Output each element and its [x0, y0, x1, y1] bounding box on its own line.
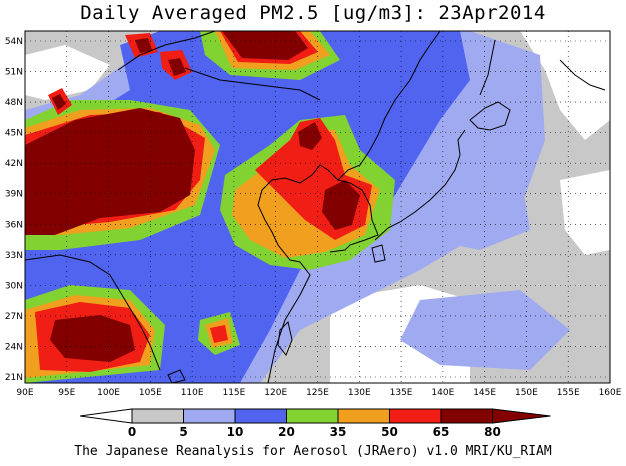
coastline-korea-north — [337, 31, 441, 181]
colorbar-segment — [131, 408, 184, 424]
white-zone-north — [520, 31, 610, 140]
darkred-patch-small-3 — [52, 94, 66, 110]
lat-label: 48N — [5, 98, 23, 108]
darkred-patch-small-2 — [168, 58, 186, 76]
lon-label: 120E — [264, 388, 287, 398]
footer-credit: The Japanese Reanalysis for Aerosol (JRA… — [74, 444, 552, 459]
lon-label: 145E — [473, 388, 496, 398]
colorbar-max-arrow — [492, 408, 551, 424]
coastlines — [25, 31, 606, 383]
lat-label: 45N — [5, 129, 23, 139]
colorbar-label: 65 — [433, 425, 450, 439]
lat-label: 51N — [5, 68, 23, 78]
lon-label: 90E — [16, 388, 33, 398]
darkred-zone-bohai — [298, 122, 322, 150]
coastline-japan-hokkaido — [469, 101, 511, 131]
lon-label: 150E — [515, 388, 538, 398]
colorbar-label: 20 — [278, 425, 295, 439]
darkred-zone-north — [222, 31, 308, 60]
colorbar-segment — [389, 408, 442, 424]
lat-label: 24N — [5, 342, 23, 352]
colorbar-label: 35 — [330, 425, 347, 439]
light-blue-patch-se — [400, 290, 570, 370]
longitude-labels: 90E 95E 100E 105E 110E 115E 120E 125E 130E 135E 14… — [16, 388, 621, 398]
colorbar-segment — [337, 408, 390, 424]
concentration-field — [25, 31, 610, 383]
lon-label: 105E — [139, 388, 162, 398]
white-zone-east — [560, 170, 610, 255]
border-southwest — [25, 254, 161, 371]
lat-label: 33N — [5, 251, 23, 261]
lon-label: 100E — [97, 388, 120, 398]
lon-label: 135E — [390, 388, 413, 398]
colorbar-label: 5 — [179, 425, 187, 439]
lat-label: 36N — [5, 220, 23, 230]
lon-label: 125E — [306, 388, 329, 398]
colorbar: 0 5 10 20 35 50 65 80 — [79, 408, 551, 439]
map-title: Daily Averaged PM2.5 [ug/m3]: 23Apr2014 — [80, 2, 546, 24]
darkred-zone-west — [25, 108, 195, 235]
blue-patch-japan — [430, 170, 530, 250]
lon-label: 140E — [431, 388, 454, 398]
colorbar-segment — [286, 408, 339, 424]
map-frame — [24, 30, 611, 384]
darkred-patch-small-1 — [135, 38, 152, 53]
coastline-hainan — [167, 369, 186, 383]
coastline-taiwan — [277, 321, 293, 356]
lon-label: 160E — [599, 388, 622, 398]
colorbar-label: 0 — [128, 425, 136, 439]
colorbar-min-arrow — [79, 408, 133, 424]
lat-label: 27N — [5, 312, 23, 322]
border-mongolia — [117, 31, 321, 101]
colorbar-segment — [440, 408, 493, 424]
lat-label: 30N — [5, 281, 23, 291]
white-zone-west — [25, 45, 110, 100]
lon-label: 130E — [348, 388, 371, 398]
darkred-zone-south — [50, 315, 135, 362]
lon-label: 95E — [58, 388, 75, 398]
colorbar-segment — [183, 408, 236, 424]
coastline-kyushu — [371, 244, 386, 263]
darkred-zone-central — [322, 180, 360, 230]
lat-label: 21N — [5, 373, 23, 383]
colorbar-label: 50 — [381, 425, 398, 439]
red-patch-small — [210, 325, 228, 343]
latitude-labels: 54N 51N 48N 45N 42N 39N 36N 33N 30N 27N 24N 21N — [5, 37, 23, 383]
colorbar-segment — [234, 408, 287, 424]
lat-label: 42N — [5, 159, 23, 169]
coastline-far-east — [559, 59, 606, 91]
coastline-japan-honshu — [374, 129, 466, 241]
lon-label: 110E — [181, 388, 204, 398]
colorbar-label: 80 — [484, 425, 501, 439]
lon-label: 155E — [557, 388, 580, 398]
coastline-sakhalin — [479, 39, 496, 96]
coastline-mainland — [257, 164, 379, 383]
colorbar-label: 10 — [227, 425, 244, 439]
lat-label: 39N — [5, 190, 23, 200]
lon-label: 115E — [222, 388, 245, 398]
lat-label: 54N — [5, 37, 23, 47]
grid-lines — [25, 31, 610, 383]
